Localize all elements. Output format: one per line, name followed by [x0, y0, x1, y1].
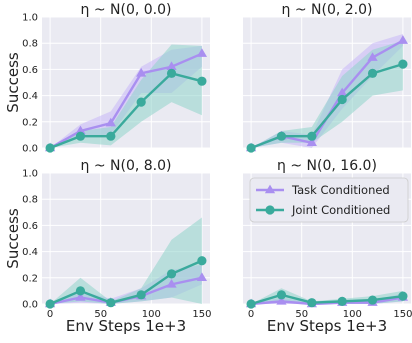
series-line-joint — [49, 72, 203, 150]
data-point-joint — [106, 131, 116, 141]
y-tick-label: 0.6 — [22, 65, 38, 76]
x-axis-label: Env Steps 1e+3 — [66, 317, 186, 335]
y-tick-label: 0.6 — [22, 221, 38, 232]
panel-title: η ~ N(0, 0.0) — [81, 2, 172, 18]
data-point-task — [136, 67, 147, 77]
data-point-joint — [166, 269, 177, 279]
data-point-joint — [337, 94, 347, 105]
panel-title: η ~ N(0, 16.0) — [277, 158, 377, 174]
panel-1: η ~ N(0, 2.0) — [243, 2, 411, 153]
x-tick-label: 100 — [142, 309, 161, 320]
data-point-joint — [307, 131, 317, 141]
legend-marker-task — [264, 184, 276, 194]
data-point-joint — [367, 68, 378, 78]
data-point-joint — [136, 290, 146, 300]
series-line-joint — [250, 63, 404, 150]
data-point-task — [306, 137, 317, 146]
y-tick-label: 0.2 — [22, 117, 38, 128]
y-tick-label: 1.0 — [22, 169, 38, 180]
data-point-joint — [276, 290, 287, 300]
y-axis-label: Success — [4, 208, 22, 269]
series-line-joint — [49, 259, 203, 306]
data-point-joint — [166, 68, 177, 78]
data-point-joint — [197, 76, 207, 86]
x-tick-label: 0 — [47, 309, 53, 320]
data-point-task — [196, 48, 208, 57]
data-point-joint — [398, 291, 408, 301]
data-point-joint — [45, 299, 55, 309]
legend-marker-joint — [265, 205, 275, 215]
y-tick-label: 0.2 — [22, 273, 38, 284]
y-tick-label: 0.0 — [22, 144, 38, 155]
data-point-joint — [197, 256, 207, 266]
x-tick-label: 50 — [94, 309, 107, 320]
x-tick-label: 0 — [248, 309, 254, 320]
data-point-task — [276, 295, 287, 305]
legend-label: Joint Conditioned — [291, 203, 390, 217]
data-point-joint — [246, 299, 256, 309]
data-point-joint — [45, 143, 55, 153]
series-line-joint — [250, 293, 404, 306]
series-line-task — [49, 52, 203, 150]
data-point-task — [337, 87, 348, 97]
y-tick-label: 1.0 — [22, 13, 38, 24]
series-line-task — [250, 296, 404, 306]
data-point-joint — [75, 131, 86, 141]
panel-title: η ~ N(0, 2.0) — [282, 2, 373, 18]
data-point-task — [166, 278, 177, 288]
data-point-joint — [337, 296, 347, 306]
data-point-joint — [367, 295, 378, 305]
data-point-task — [75, 125, 86, 135]
panel-2: 0.0 0.2 0.4 0.6 0.8 1.0 0 50 100 150 η ~ N(0, 8.0) — [22, 158, 211, 320]
x-tick-label: 100 — [343, 309, 362, 320]
x-tick-label: 50 — [295, 309, 308, 320]
data-point-task — [105, 117, 116, 127]
legend-label: Task Conditioned — [291, 183, 390, 197]
x-tick-label: 150 — [393, 309, 412, 320]
data-point-joint — [307, 298, 317, 308]
x-tick-label: 150 — [192, 309, 211, 320]
y-tick-label: 0.8 — [22, 39, 38, 50]
data-point-joint — [106, 298, 116, 308]
data-point-task — [75, 292, 86, 301]
y-tick-label: 0.0 — [22, 300, 38, 311]
data-point-joint — [398, 59, 408, 69]
y-axis-label: Success — [4, 52, 22, 113]
data-point-task — [196, 272, 208, 282]
legend-box — [249, 177, 409, 223]
x-axis-label: Env Steps 1e+3 — [267, 317, 387, 335]
data-point-joint — [136, 97, 146, 107]
band-joint — [50, 44, 202, 149]
data-point-joint — [75, 286, 86, 296]
data-point-joint — [246, 143, 256, 153]
data-point-task — [166, 61, 177, 71]
data-point-task — [397, 35, 409, 44]
y-tick-label: 0.4 — [22, 247, 38, 258]
data-point-task — [367, 52, 378, 61]
y-tick-label: 0.4 — [22, 91, 38, 102]
panel-title: η ~ N(0, 8.0) — [81, 158, 172, 174]
legend: Task Conditioned Joint Conditioned — [249, 177, 409, 223]
y-tick-label: 0.8 — [22, 195, 38, 206]
band-joint — [50, 217, 202, 304]
panel-0: 0.0 0.2 0.4 0.6 0.8 1.0 η ~ N(0, 0.0) — [22, 2, 210, 155]
data-point-joint — [276, 131, 287, 141]
